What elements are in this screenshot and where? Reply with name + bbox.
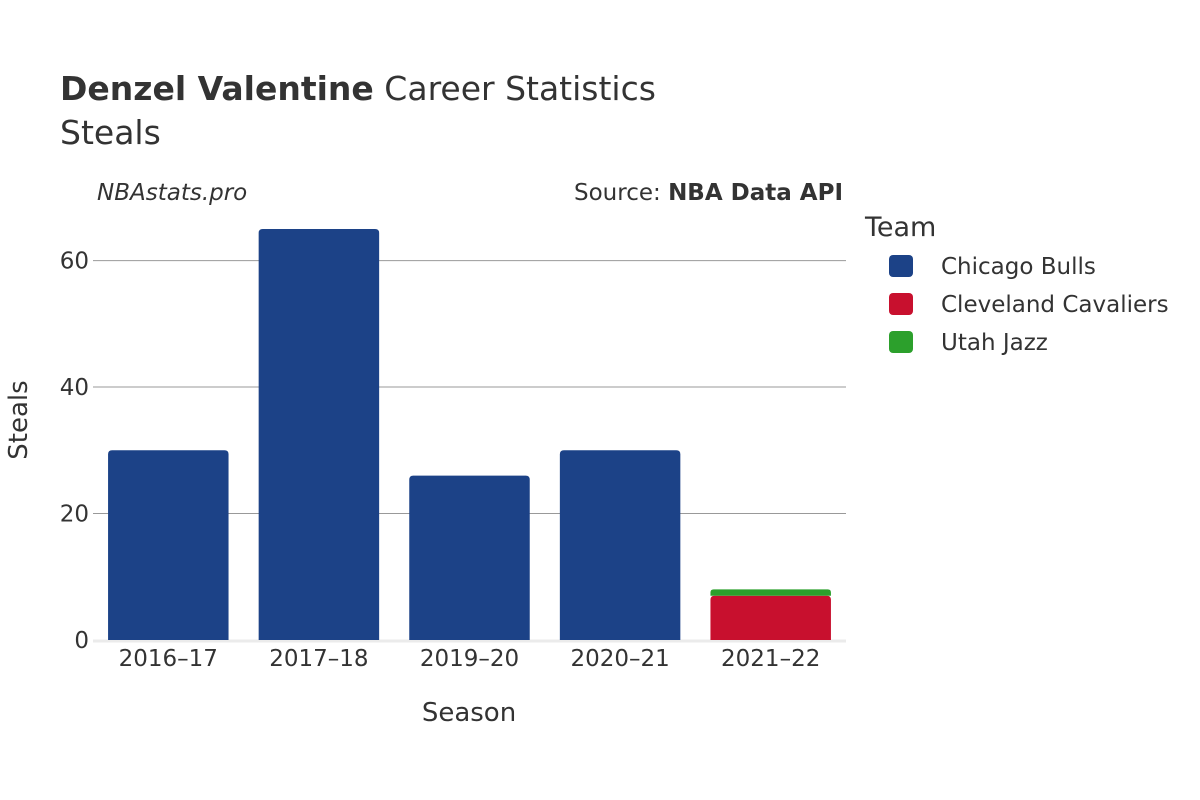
x-tick-label: 2021–22 (721, 646, 820, 672)
title-player: Denzel Valentine (60, 69, 374, 108)
x-tick-label: 2017–18 (269, 646, 368, 672)
source-name: NBA Data API (668, 180, 843, 206)
legend-swatch (889, 293, 913, 315)
x-tick-label: 2019–20 (420, 646, 519, 672)
title-rest: Career Statistics (374, 69, 656, 108)
y-tick-labels: 0 20 40 60 (60, 249, 89, 654)
y-tick-label: 60 (60, 249, 89, 275)
bar-cleveland-cavaliers[interactable] (710, 595, 831, 640)
legend-title: Team (864, 212, 936, 243)
y-axis-label: Steals (4, 380, 34, 459)
title-line: Denzel Valentine Career Statistics (60, 69, 656, 108)
source-prefix: Source: (574, 180, 668, 206)
y-tick-label: 40 (60, 375, 89, 401)
chart-subtitle: Steals (60, 113, 161, 152)
legend-items: Chicago Bulls Cleveland Cavaliers Utah Jaz… (889, 254, 1169, 356)
bar-chicago-bulls[interactable] (108, 450, 229, 640)
y-tick-label: 20 (60, 502, 89, 528)
legend-label[interactable]: Utah Jazz (941, 330, 1048, 356)
x-tick-label: 2016–17 (119, 646, 218, 672)
x-tick-label: 2020–21 (570, 646, 669, 672)
y-tick-label: 0 (74, 628, 89, 654)
legend: Team Chicago Bulls Cleveland Cavaliers Uta… (864, 212, 1169, 356)
bar-utah-jazz[interactable] (710, 589, 831, 596)
legend-swatch (889, 255, 913, 277)
bar-chicago-bulls[interactable] (559, 450, 681, 640)
legend-swatch (889, 331, 913, 353)
bars (108, 228, 831, 640)
legend-label[interactable]: Cleveland Cavaliers (941, 292, 1169, 318)
x-axis-label: Season (422, 698, 516, 728)
bar-chicago-bulls[interactable] (409, 475, 530, 640)
chart-title: Denzel Valentine Career Statistics Steal… (60, 69, 656, 152)
legend-label[interactable]: Chicago Bulls (941, 254, 1096, 280)
bar-chicago-bulls[interactable] (258, 228, 380, 640)
watermark-text: NBAstats.pro (97, 180, 247, 206)
x-tick-labels: 2016–17 2017–18 2019–20 2020–21 2021–22 (119, 646, 821, 672)
source-text: Source: NBA Data API (574, 180, 843, 206)
